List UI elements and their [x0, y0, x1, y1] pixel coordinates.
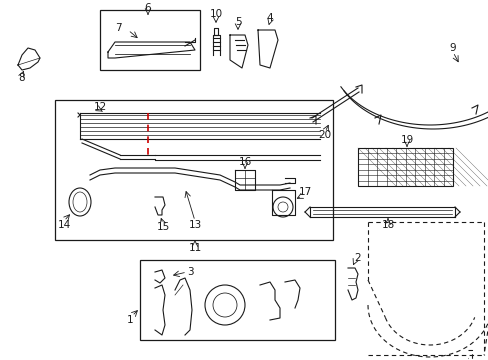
Text: 19: 19: [400, 135, 413, 145]
Text: 12: 12: [93, 102, 106, 112]
Text: 6: 6: [144, 3, 151, 13]
Text: 3: 3: [186, 267, 193, 277]
Text: 20: 20: [318, 130, 331, 140]
Text: 11: 11: [188, 243, 201, 253]
Text: 7: 7: [115, 23, 121, 33]
Text: 15: 15: [156, 222, 169, 232]
Text: 8: 8: [19, 73, 25, 83]
Bar: [140, 260, 334, 340]
Text: 18: 18: [381, 220, 394, 230]
Text: 16: 16: [238, 157, 251, 167]
Text: 13: 13: [188, 220, 201, 230]
Text: 14: 14: [57, 220, 70, 230]
Text: 9: 9: [449, 43, 455, 53]
Text: 5: 5: [234, 17, 241, 27]
Text: 10: 10: [209, 9, 222, 19]
Text: 1: 1: [126, 315, 133, 325]
Bar: [357, 148, 452, 186]
Bar: [55, 100, 332, 240]
Bar: [100, 10, 200, 70]
Text: 17: 17: [298, 187, 311, 197]
Text: 2: 2: [354, 253, 361, 263]
Text: 4: 4: [266, 13, 273, 23]
